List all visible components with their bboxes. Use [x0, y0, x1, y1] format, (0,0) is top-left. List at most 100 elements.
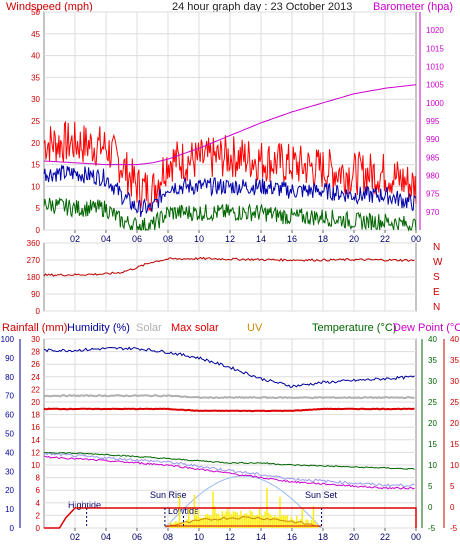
wind-y-tick-label: 40 — [31, 52, 40, 61]
dewpoint-y-tick-label: 30 — [450, 377, 459, 386]
solar-bar — [204, 514, 207, 528]
dewpoint-y-tick-label: 10 — [450, 461, 459, 470]
solar-bar — [203, 517, 205, 528]
chart-title: 24 hour graph day : 23 October 2013 — [172, 1, 352, 13]
legend-dew-point: Dew Point (°C) — [393, 322, 460, 334]
solar-bar — [301, 508, 304, 528]
temperature-y-tick-label: 10 — [428, 461, 437, 470]
humidity-y-tick-label: 24 — [31, 373, 40, 382]
x-tick-label: 18 — [318, 532, 328, 542]
solar-bar — [290, 516, 292, 528]
rain-y-tick-label: 20 — [5, 486, 14, 495]
humidity-y-tick-label: 10 — [31, 461, 40, 470]
dewpoint-y-tick-label: 0 — [450, 503, 455, 512]
x-tick-label: 18 — [318, 234, 328, 244]
chart-marks: 0510152025303540455097097598098599099510… — [1, 8, 460, 542]
x-tick-label: 12 — [225, 234, 235, 244]
dewpoint-y-tick-label: 20 — [450, 419, 459, 428]
x-tick-label: 00 — [411, 532, 421, 542]
solar-bar — [230, 514, 233, 528]
solar-bar — [249, 510, 251, 528]
humidity-y-tick-label: 22 — [31, 385, 40, 394]
humidity-y-tick-label: 2 — [36, 511, 41, 520]
legend-rainfall: Rainfall (mm) — [2, 322, 67, 334]
humidity-y-tick-label: 6 — [36, 486, 41, 495]
direction-y-tick-label: 180 — [27, 273, 41, 282]
direction-line — [43, 256, 415, 277]
direction-letter: W — [433, 257, 443, 268]
temperature-y-tick-label: 20 — [428, 419, 437, 428]
dewpoint-y-tick-label: 15 — [450, 440, 459, 449]
rain-y-tick-label: 100 — [1, 335, 15, 344]
humidity-y-tick-label: 20 — [31, 398, 40, 407]
legend-uv: UV — [247, 322, 263, 334]
x-tick-label: 10 — [194, 532, 204, 542]
solar-bar — [247, 515, 250, 528]
x-tick-label: 06 — [132, 234, 142, 244]
solar-bar — [210, 515, 212, 528]
wind-y-tick-label: 25 — [31, 117, 40, 126]
rain-y-tick-label: 30 — [5, 467, 14, 476]
wind-y-tick-label: 35 — [31, 73, 40, 82]
direction-y-tick-label: 270 — [27, 256, 41, 265]
humidity-y-tick-label: 28 — [31, 348, 40, 357]
solar-bar — [269, 514, 272, 528]
rain-y-tick-label: 80 — [5, 373, 14, 382]
solar-bar — [255, 515, 257, 528]
wind-series-2 — [43, 196, 417, 232]
x-tick-label: 12 — [225, 532, 235, 542]
humidity-y-tick-label: 18 — [31, 411, 40, 420]
lowtide-label: Lowtide — [168, 506, 199, 516]
x-tick-label: 16 — [287, 532, 297, 542]
uv-line — [164, 516, 321, 528]
barometer-y-tick-label: 995 — [426, 117, 440, 126]
solar-bar — [256, 515, 259, 528]
humidity-y-tick-label: 8 — [36, 474, 41, 483]
humidity-y-tick-label: 16 — [31, 423, 40, 432]
temperature-y-tick-label: 30 — [428, 377, 437, 386]
solar-bar — [217, 514, 220, 528]
solar-bar — [292, 519, 294, 528]
temperature-y-tick-label: 40 — [428, 335, 437, 344]
rain-y-tick-label: 0 — [10, 524, 15, 533]
solar-bar — [314, 521, 317, 528]
solar-bar — [279, 496, 281, 528]
solar-bar — [201, 517, 203, 528]
x-tick-label: 04 — [101, 532, 111, 542]
x-tick-label: 22 — [380, 234, 390, 244]
solar-bar — [219, 517, 222, 528]
solar-bar — [273, 515, 276, 528]
temperature-y-tick-label: 35 — [428, 356, 437, 365]
temperature-y-tick-label: 15 — [428, 440, 437, 449]
barometer-y-tick-label: 1000 — [426, 99, 444, 108]
barometer-y-tick-label: 1005 — [426, 81, 444, 90]
x-tick-label: 06 — [132, 532, 142, 542]
solar-bar — [245, 513, 248, 528]
barometer-y-tick-label: 1010 — [426, 63, 444, 72]
solar-bar — [178, 495, 181, 528]
solar-bar — [297, 521, 300, 528]
solar-bar — [234, 511, 237, 528]
humidity-y-tick-label: 14 — [31, 436, 40, 445]
solar-bar — [240, 510, 242, 528]
solar-bar — [193, 495, 196, 528]
dewpoint-y-tick-label: -5 — [450, 524, 458, 533]
solar-bar — [283, 514, 285, 528]
solar-bar — [191, 520, 194, 528]
barometer-y-tick-label: 975 — [426, 190, 440, 199]
wind-series-0 — [43, 120, 417, 212]
rain-y-tick-label: 40 — [5, 448, 14, 457]
direction-y-tick-label: 0 — [36, 307, 41, 316]
x-tick-label: 02 — [70, 234, 80, 244]
solar-bar — [223, 514, 225, 528]
max-solar-line — [43, 407, 415, 413]
solar-bar — [277, 516, 279, 528]
solar-bar — [212, 491, 214, 528]
barometer-y-tick-label: 1015 — [426, 44, 444, 53]
solar-bar — [284, 516, 287, 528]
solar-bar — [199, 517, 201, 528]
solar-bar — [171, 525, 173, 528]
solar-bar — [186, 519, 188, 528]
solar-bar — [221, 511, 224, 528]
